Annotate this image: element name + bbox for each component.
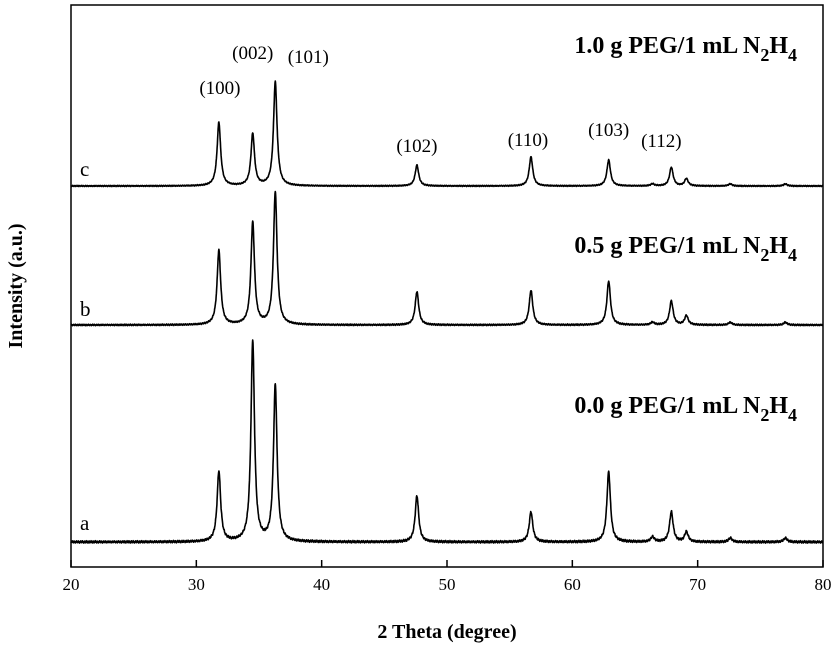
series-letter-c: c	[80, 157, 89, 181]
x-axis-ticks	[70, 560, 824, 567]
peak-annotation: (103)	[588, 120, 629, 141]
peak-annotations: (100) (002) (101) (102) (110) (103) (112)	[199, 43, 681, 157]
series-label-mid: H	[769, 33, 788, 59]
series-line-b	[70, 190, 824, 327]
series-line-a	[70, 339, 824, 544]
series-label-mid: H	[769, 233, 788, 259]
y-axis-title: Intensity (a.u.)	[5, 223, 27, 348]
plot-frame	[70, 4, 824, 568]
series-label-mid: H	[769, 393, 788, 419]
series-label-main: 0.5 g PEG/1 mL N	[574, 233, 761, 259]
series-label-sub1: 2	[760, 245, 769, 265]
series-traces	[70, 80, 824, 544]
peak-annotation: (110)	[508, 130, 548, 151]
x-tick-label: 70	[689, 575, 706, 594]
series-label-sub1: 2	[760, 405, 769, 425]
series-letter-a: a	[80, 511, 90, 535]
series-letters: a b c	[80, 157, 91, 535]
series-label-b: 0.5 g PEG/1 mL N2H4	[574, 233, 797, 265]
series-label-sub2: 4	[788, 245, 797, 265]
x-tick-label: 20	[63, 575, 80, 594]
series-label-sub2: 4	[788, 405, 797, 425]
series-label-c: 1.0 g PEG/1 mL N2H4	[574, 33, 797, 65]
peak-annotation: (102)	[396, 136, 437, 157]
series-label-sub2: 4	[788, 45, 797, 65]
peak-annotation: (101)	[288, 47, 329, 68]
peak-annotation: (112)	[641, 131, 681, 152]
series-letter-b: b	[80, 297, 91, 321]
series-label-a: 0.0 g PEG/1 mL N2H4	[574, 393, 797, 425]
series-line-c	[70, 80, 824, 188]
series-label-sub1: 2	[760, 45, 769, 65]
x-tick-label: 60	[564, 575, 581, 594]
series-label-main: 1.0 g PEG/1 mL N	[574, 33, 761, 59]
x-axis-tick-labels: 20 30 40 50 60 70 80	[63, 575, 832, 594]
x-tick-label: 80	[815, 575, 832, 594]
x-tick-label: 50	[439, 575, 456, 594]
peak-annotation: (100)	[199, 78, 240, 99]
series-label-main: 0.0 g PEG/1 mL N	[574, 393, 761, 419]
x-tick-label: 40	[313, 575, 330, 594]
peak-annotation: (002)	[232, 43, 273, 64]
x-tick-label: 30	[188, 575, 205, 594]
x-axis-title: 2 Theta (degree)	[377, 621, 516, 643]
